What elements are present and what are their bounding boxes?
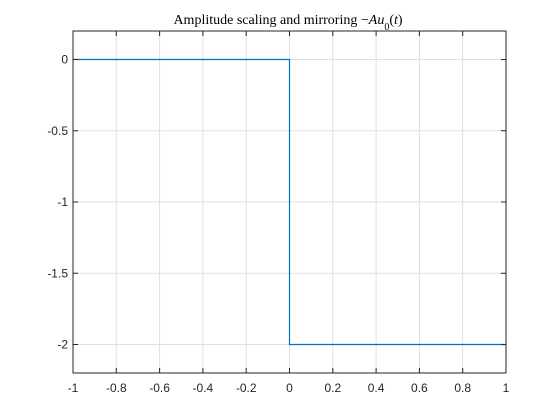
x-tick-label-7: 0.4 [368, 381, 385, 395]
chart-title-var-u: u [377, 13, 384, 28]
series-layer [73, 58, 506, 346]
x-tick-label-10: 1 [503, 381, 510, 395]
x-tick-label-4: -0.2 [236, 381, 257, 395]
y-tick-label-4: -2 [57, 338, 68, 352]
chart-title-subscript: 0 [384, 22, 389, 33]
y-tick-label-3: -1.5 [47, 266, 68, 280]
x-tick-label-2: -0.6 [149, 381, 170, 395]
y-tick-label-0: 0 [61, 53, 68, 67]
x-tick-label-9: 0.8 [454, 381, 471, 395]
chart-title: Amplitude scaling and mirroring −Au0(t) [173, 13, 402, 33]
x-tick-label-5: 0 [286, 381, 293, 395]
x-tick-label-8: 0.6 [411, 381, 428, 395]
chart-title-open-paren: ( [389, 13, 394, 28]
chart-title-var-t: t [394, 13, 399, 28]
x-tick-label-0: -1 [68, 381, 79, 395]
y-tick-labels: 0 -0.5 -1 -1.5 -2 [47, 53, 68, 352]
chart-title-minus: − [361, 13, 369, 28]
x-tick-labels: -1 -0.8 -0.6 -0.4 -0.2 0 0.2 0.4 0.6 0.8 1 [68, 381, 510, 395]
y-tick-label-2: -1 [57, 195, 68, 209]
x-tick-label-3: -0.4 [193, 381, 214, 395]
chart-title-var-a: A [368, 13, 378, 28]
y-tick-label-1: -0.5 [47, 124, 68, 138]
series-line-0 [73, 58, 506, 346]
chart-title-text: Amplitude scaling and mirroring [173, 13, 360, 28]
chart-title-close-paren: ) [398, 13, 403, 28]
x-tick-label-1: -0.8 [106, 381, 127, 395]
x-tick-label-6: 0.2 [324, 381, 341, 395]
tick-marks [72, 31, 507, 373]
